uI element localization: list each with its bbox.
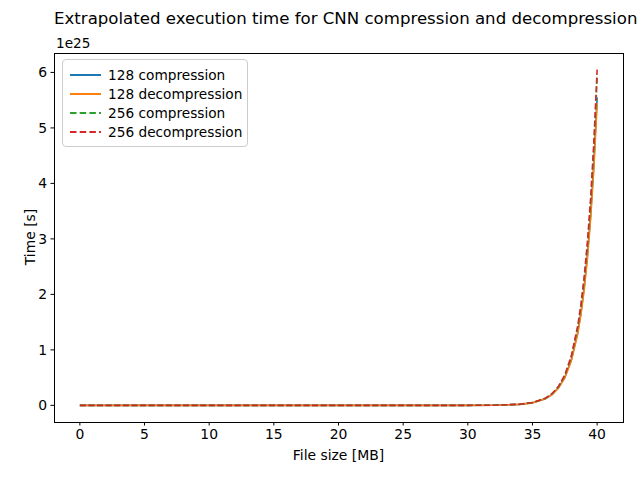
x-tick-label: 5	[127, 426, 163, 442]
y-tick-label: 5	[25, 120, 47, 136]
legend-item: 256 decompression	[70, 122, 241, 141]
x-tick-label: 35	[514, 426, 550, 442]
legend-line-sample	[70, 111, 101, 115]
x-tick-label: 25	[385, 426, 421, 442]
legend-item: 128 decompression	[70, 84, 241, 103]
legend-label: 256 decompression	[108, 124, 242, 140]
legend-line-sample	[70, 130, 101, 134]
legend-line-sample	[70, 92, 101, 96]
legend-label: 128 compression	[108, 67, 225, 83]
legend-label: 128 decompression	[108, 86, 242, 102]
legend-label: 256 compression	[108, 105, 225, 121]
x-tick-label: 0	[62, 426, 98, 442]
x-tick-label: 20	[321, 426, 357, 442]
y-tick-label: 4	[25, 175, 47, 191]
legend: 128 compression 128 decompression 256 comp…	[62, 59, 248, 147]
figure: Extrapolated execution time for CNN comp…	[0, 0, 640, 480]
legend-item: 256 compression	[70, 103, 241, 122]
legend-item: 128 compression	[70, 65, 241, 84]
line-128-decompression	[80, 103, 597, 405]
y-tick-label: 6	[25, 64, 47, 80]
x-tick-label: 15	[256, 426, 292, 442]
x-tick-label: 40	[579, 426, 615, 442]
y-tick-label: 1	[25, 342, 47, 358]
legend-line-sample	[70, 73, 101, 77]
y-tick-label: 0	[25, 397, 47, 413]
x-axis-label: File size [MB]	[54, 447, 623, 463]
y-tick-label: 2	[25, 286, 47, 302]
y-tick-label: 3	[25, 231, 47, 247]
x-tick-label: 30	[450, 426, 486, 442]
x-tick-label: 10	[191, 426, 227, 442]
